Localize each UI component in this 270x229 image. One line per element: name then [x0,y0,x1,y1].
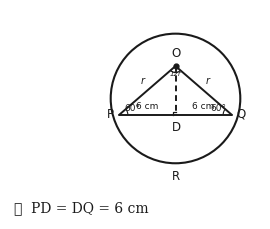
Text: ∴  PD = DQ = 6 cm: ∴ PD = DQ = 6 cm [14,202,148,215]
Text: R: R [171,170,180,183]
Text: 60°: 60° [211,104,227,113]
Text: 60°: 60° [124,104,140,113]
Text: r: r [141,76,145,87]
Text: 12r: 12r [170,71,181,77]
Text: Q: Q [237,108,246,120]
Text: 6 cm: 6 cm [136,102,159,112]
Text: 6 cm: 6 cm [192,102,215,112]
Text: O: O [171,46,180,60]
Text: D: D [172,121,181,134]
Text: r: r [206,76,210,87]
Text: P: P [107,108,114,120]
